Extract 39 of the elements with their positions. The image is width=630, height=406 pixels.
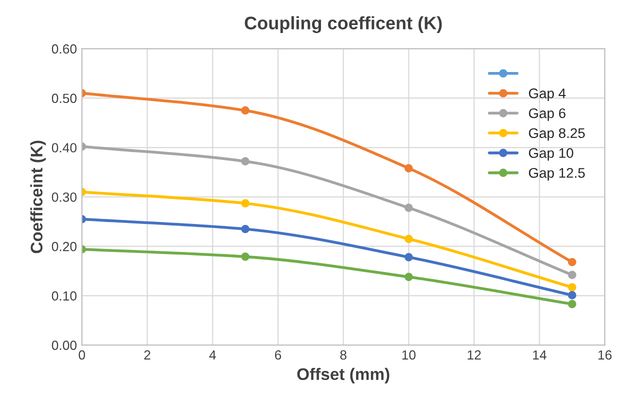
point xyxy=(404,164,413,172)
point xyxy=(241,106,250,115)
point xyxy=(568,300,576,308)
y-tick-label: 0.30 xyxy=(52,192,77,202)
point xyxy=(241,157,250,166)
x-tick-label: 8 xyxy=(340,350,346,360)
y-axis-title: Coefficeint (K) xyxy=(30,140,46,254)
x-tick-label: 12 xyxy=(468,350,481,360)
point xyxy=(404,234,413,244)
legend-label: Gap 6 xyxy=(528,108,566,121)
x-tick-label: 10 xyxy=(402,350,416,360)
point xyxy=(568,291,576,300)
legend-label: Gap 8.25 xyxy=(528,128,585,141)
x-tick-label: 2 xyxy=(144,350,150,360)
legend-label: Gap 4 xyxy=(528,88,566,102)
point xyxy=(568,270,576,280)
x-tick-label: 0 xyxy=(78,350,86,360)
legend-label: Gap 10 xyxy=(528,148,574,161)
x-tick-label: 14 xyxy=(533,350,546,360)
y-tick-label: 0.50 xyxy=(52,94,77,104)
y-tick-label: 0.10 xyxy=(52,291,77,301)
point xyxy=(241,199,250,208)
point xyxy=(404,204,413,212)
y-tick-label: 0.20 xyxy=(52,242,77,252)
y-tick-label: 0.00 xyxy=(52,340,77,350)
point xyxy=(568,258,576,266)
chart-title: Coupling coefficent (K) xyxy=(244,16,442,34)
point xyxy=(404,272,413,282)
x-tick-label: 6 xyxy=(274,350,282,360)
x-axis-title: Offset (mm) xyxy=(297,368,390,384)
legend-label: Gap 12.5 xyxy=(528,168,585,181)
x-tick-label: 4 xyxy=(209,350,216,360)
point xyxy=(241,252,250,261)
y-tick-label: 0.40 xyxy=(52,143,77,152)
point xyxy=(404,253,413,262)
x-tick-label: 16 xyxy=(598,350,612,360)
point xyxy=(241,224,250,234)
y-tick-label: 0.60 xyxy=(52,44,77,54)
point xyxy=(568,283,576,292)
